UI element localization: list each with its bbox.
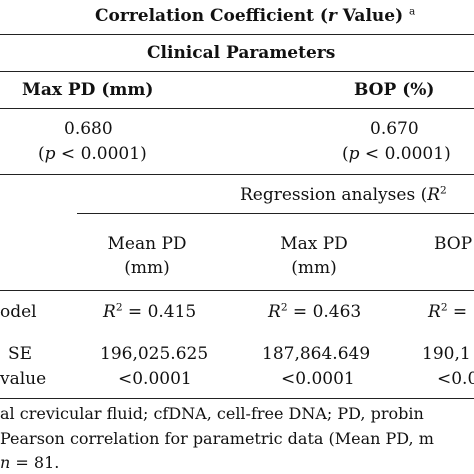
- row-label-p-value: value: [0, 369, 47, 389]
- clinical-parameters-header: Clinical Parameters: [147, 43, 336, 63]
- se-max-pd: 187,864.649: [262, 344, 371, 364]
- row-label-se: SE: [8, 344, 33, 364]
- regression-header: Regression analyses (R2: [240, 184, 447, 205]
- max-pd-p-value: (p < 0.0001): [38, 144, 147, 164]
- row-label-model: odel: [0, 302, 37, 322]
- footnote-line-3: n = 81.: [0, 453, 60, 472]
- regression-rule: [77, 213, 474, 215]
- reg-header-rule: [0, 290, 474, 292]
- se-bop: 190,1: [422, 344, 471, 364]
- correlation-rule: [0, 174, 474, 176]
- header-rule: [0, 108, 474, 110]
- col-header-max-pd: Max PD (mm): [22, 80, 154, 100]
- footnote-line-1: al crevicular fluid; cfDNA, cell-free DN…: [0, 404, 424, 423]
- pvalue-max-pd: <0.0001: [281, 369, 355, 389]
- max-pd-correlation-value: 0.680: [64, 119, 113, 139]
- reg-col-max-pd: Max PD (mm): [280, 234, 348, 278]
- model-bop: R2 =: [428, 301, 468, 322]
- title-rule: [0, 34, 474, 36]
- bop-p-value: (p < 0.0001): [342, 144, 451, 164]
- table-bottom-rule: [0, 398, 474, 400]
- section-rule: [0, 71, 474, 73]
- reg-col-mean-pd: Mean PD (mm): [107, 234, 187, 278]
- col-header-bop: BOP (%): [354, 80, 435, 100]
- footnote-line-2: Pearson correlation for parametric data …: [0, 429, 434, 448]
- table-title: Correlation Coefficient (r Value) a: [95, 5, 416, 26]
- bop-correlation-value: 0.670: [370, 119, 419, 139]
- model-mean-pd: R2 = 0.415: [103, 301, 197, 322]
- pvalue-bop: <0.0: [437, 369, 474, 389]
- model-max-pd: R2 = 0.463: [268, 301, 362, 322]
- reg-col-bop: BOP: [434, 234, 473, 254]
- pvalue-mean-pd: <0.0001: [118, 369, 192, 389]
- se-mean-pd: 196,025.625: [100, 344, 209, 364]
